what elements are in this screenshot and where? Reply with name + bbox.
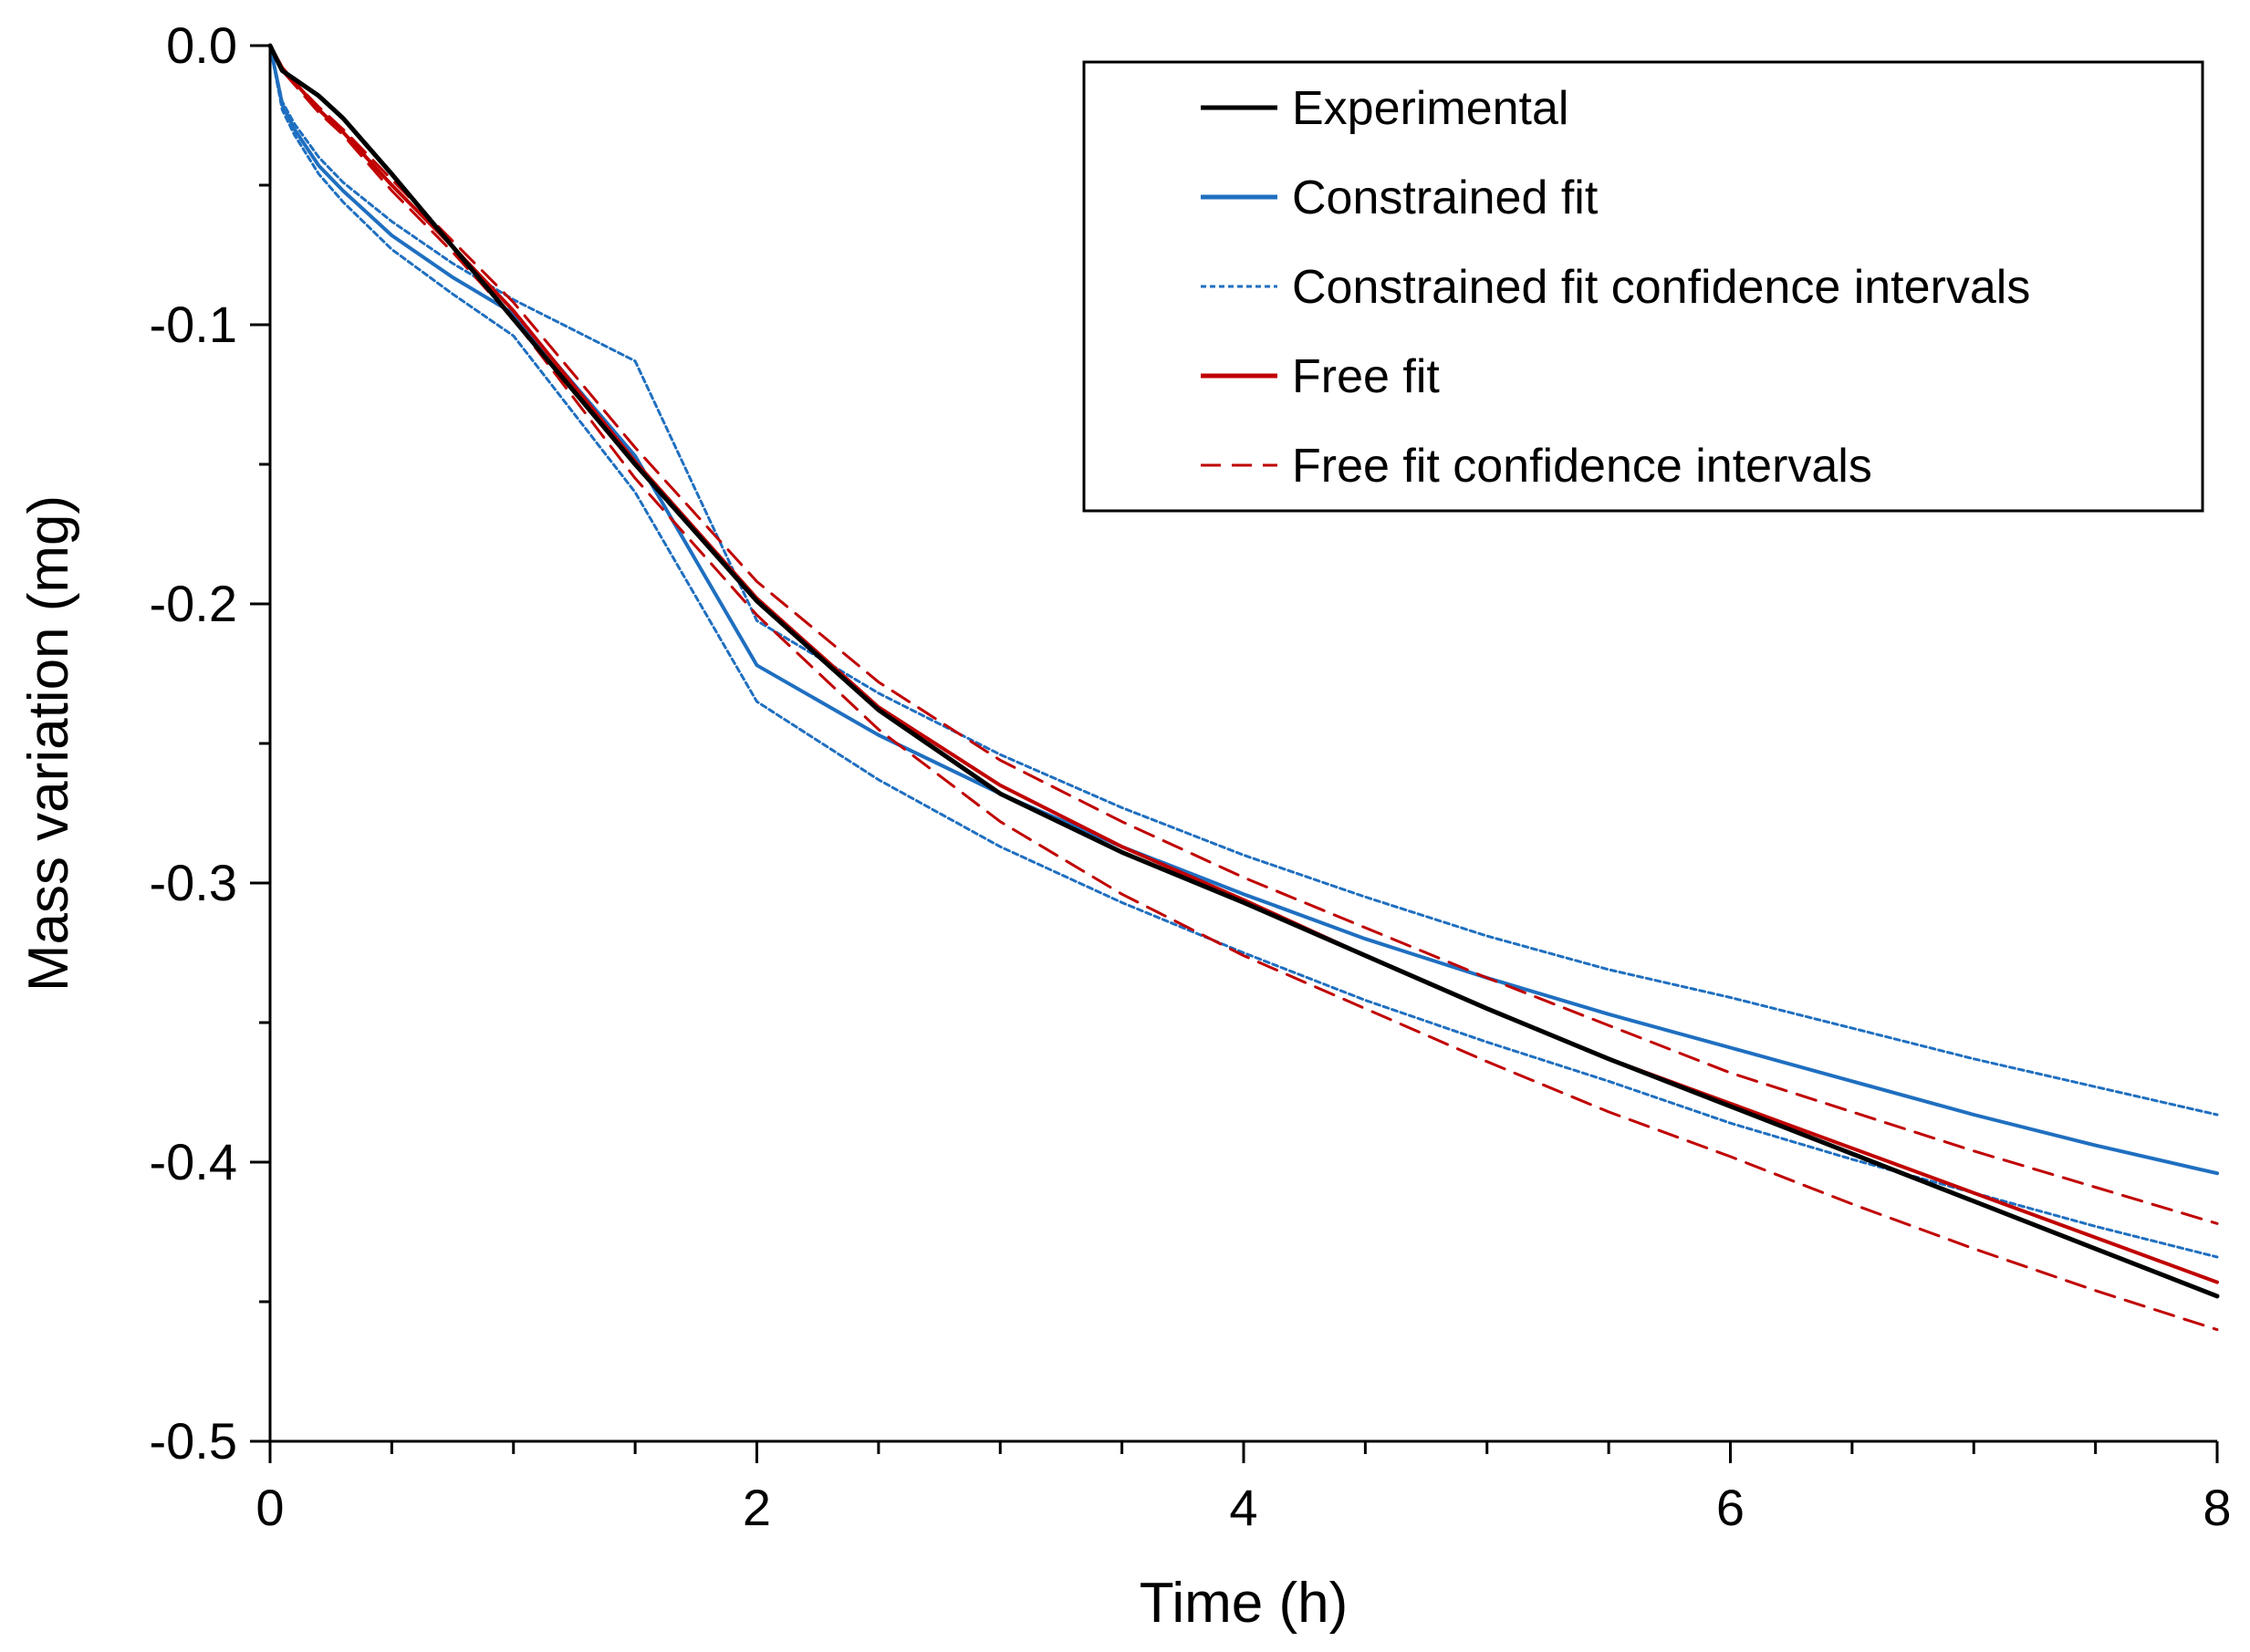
legend-label: Free fit confidence intervals [1292, 440, 1872, 493]
y-tick-label: 0.0 [166, 16, 237, 74]
y-axis-title: Mass variation (mg) [17, 495, 80, 992]
y-tick-label: -0.5 [150, 1412, 238, 1470]
legend-label: Free fit [1292, 350, 1440, 403]
series-layer [267, 43, 2220, 1332]
legend-box [1082, 60, 2204, 513]
x-tick-label: 0 [255, 1479, 284, 1536]
x-tick-label: 6 [1716, 1479, 1745, 1536]
x-axis-title: Time (h) [1140, 1572, 1348, 1635]
legend-label: Experimental [1292, 82, 1568, 135]
legend-label: Constrained fit [1292, 171, 1599, 224]
y-tick-label: -0.4 [150, 1133, 238, 1190]
y-tick-label: -0.2 [150, 575, 238, 632]
x-tick-label: 2 [743, 1479, 771, 1536]
y-tick-label: -0.3 [150, 854, 238, 911]
series-line-constrained-fit [268, 44, 2219, 1176]
series-line-experimental [267, 43, 2220, 1299]
series-line-free-fit [268, 44, 2219, 1284]
x-tick-label: 8 [2203, 1479, 2231, 1536]
x-tick-label: 4 [1229, 1479, 1257, 1536]
series-line-free-fit-confidence-intervals [268, 44, 2219, 1225]
y-tick-label: -0.1 [150, 296, 238, 353]
series-line-free-fit-confidence-intervals-lower- [268, 44, 2219, 1332]
ticks-layer: 0.0 -0.1 -0.2 -0.3 -0.4 -0.5 0 2 4 6 8 [150, 16, 2232, 1536]
series-line-constrained-fit-confidence-intervals [268, 44, 2219, 1117]
legend: Experimental Constrained fit Constrained f… [1082, 60, 2204, 513]
legend-label: Constrained fit confidence intervals [1292, 261, 2030, 314]
series-line-constrained-fit-confidence-intervals-lower- [268, 44, 2219, 1259]
